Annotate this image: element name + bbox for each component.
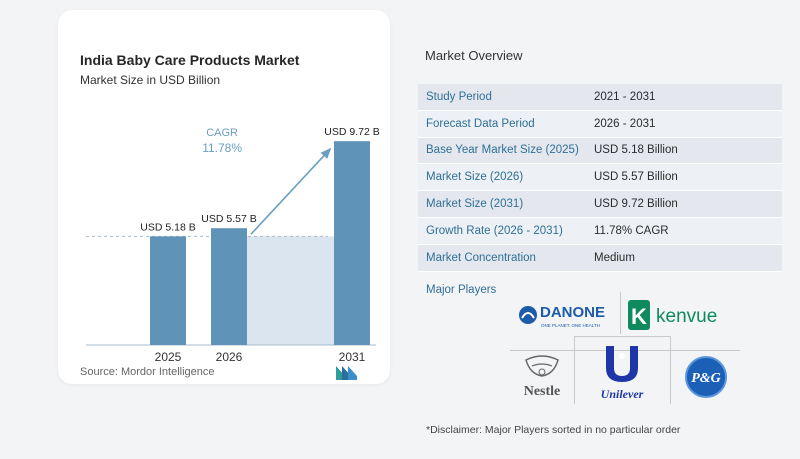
nestle-logo: Nestle — [512, 352, 572, 404]
chart-title: India Baby Care Products Market — [80, 52, 300, 68]
logo-divider — [574, 336, 575, 404]
overview-row: Base Year Market Size (2025) USD 5.18 Bil… — [418, 137, 782, 165]
major-players-label: Major Players — [426, 284, 497, 296]
source-label: Source: Mordor Intelligence — [80, 366, 215, 378]
pg-logo-icon: P&G — [685, 356, 727, 398]
bar-2026 — [211, 228, 247, 345]
overview-row: Market Concentration Medium — [418, 244, 782, 272]
logo-divider — [574, 336, 671, 337]
mordor-intelligence-logo-icon — [336, 366, 357, 380]
overview-title: Market Overview — [425, 48, 523, 63]
kenvue-name: kenvue — [656, 306, 717, 327]
overview-label: Market Size (2026) — [426, 171, 524, 184]
pg-name: P&G — [691, 371, 721, 386]
overview-label: Market Concentration — [426, 251, 536, 264]
chart-subtitle: Market Size in USD Billion — [80, 73, 221, 87]
kenvue-logo-icon: K kenvue — [628, 300, 717, 330]
x-tick-label: 2031 — [339, 350, 366, 364]
unilever-logo-icon: Unilever — [601, 346, 644, 401]
overview-value: Medium — [594, 251, 635, 264]
overview-row: Market Size (2026) USD 5.57 Billion — [418, 164, 782, 192]
cagr-arrow — [250, 148, 331, 235]
nestle-logo-icon: Nestle — [524, 355, 561, 399]
overview-value: 2021 - 2031 — [594, 90, 656, 103]
overview-value: USD 5.57 Billion — [594, 171, 678, 184]
overview-label: Market Size (2031) — [426, 198, 524, 211]
overview-row: Forecast Data Period 2026 - 2031 — [418, 110, 782, 138]
bar-2025 — [150, 236, 186, 345]
overview-value: USD 5.18 Billion — [594, 144, 678, 157]
overview-label: Growth Rate (2026 - 2031) — [426, 224, 563, 237]
x-tick-label: 2026 — [216, 350, 243, 364]
bar-value-label: USD 5.57 B — [201, 213, 256, 225]
overview-value: 11.78% CAGR — [594, 224, 669, 237]
bar-2031 — [334, 141, 370, 345]
overview-table: Study Period 2021 - 2031 Forecast Data Pe… — [418, 84, 782, 272]
cagr-label: CAGR — [206, 127, 238, 139]
bar-value-label: USD 9.72 B — [324, 126, 379, 138]
cagr-arrowhead — [320, 147, 332, 159]
kenvue-mark: K — [631, 304, 647, 329]
kenvue-logo: K kenvue — [626, 296, 736, 334]
logo-divider — [670, 336, 671, 404]
overview-value: USD 9.72 Billion — [594, 198, 678, 211]
overview-row: Growth Rate (2026 - 2031) 11.78% CAGR — [418, 217, 782, 245]
unilever-name: Unilever — [601, 387, 644, 401]
x-tick-label: 2025 — [155, 350, 182, 364]
pg-logo: P&G — [674, 352, 738, 402]
danone-tagline: ONE PLANET. ONE HEALTH — [541, 323, 600, 328]
disclaimer: *Disclaimer: Major Players sorted in no … — [426, 424, 681, 436]
growth-highlight-area — [247, 236, 334, 345]
unilever-logo: Unilever — [576, 340, 668, 402]
cagr-value: 11.78% — [202, 141, 242, 155]
overview-row: Market Size (2031) USD 9.72 Billion — [418, 191, 782, 218]
logo-divider — [510, 350, 740, 351]
overview-label: Study Period — [426, 90, 492, 103]
overview-value: 2026 - 2031 — [594, 117, 656, 130]
overview-label: Forecast Data Period — [426, 117, 535, 130]
bar-value-label: USD 5.18 B — [140, 221, 195, 233]
danone-logo-icon: DANONE ONE PLANET. ONE HEALTH — [519, 304, 605, 328]
overview-label: Base Year Market Size (2025) — [426, 144, 579, 157]
major-players-logos: DANONE ONE PLANET. ONE HEALTH K kenvue N… — [510, 292, 740, 404]
logo-divider — [620, 292, 621, 334]
overview-row: Study Period 2021 - 2031 — [418, 84, 782, 111]
chart-card: India Baby Care Products Market Market S… — [58, 10, 390, 384]
danone-name: DANONE — [540, 304, 605, 321]
danone-logo: DANONE ONE PLANET. ONE HEALTH — [516, 296, 616, 334]
bar-chart: USD 5.18 B USD 5.57 B USD 9.72 B 2025 2026 2… — [86, 126, 380, 364]
nestle-name: Nestle — [524, 384, 561, 399]
